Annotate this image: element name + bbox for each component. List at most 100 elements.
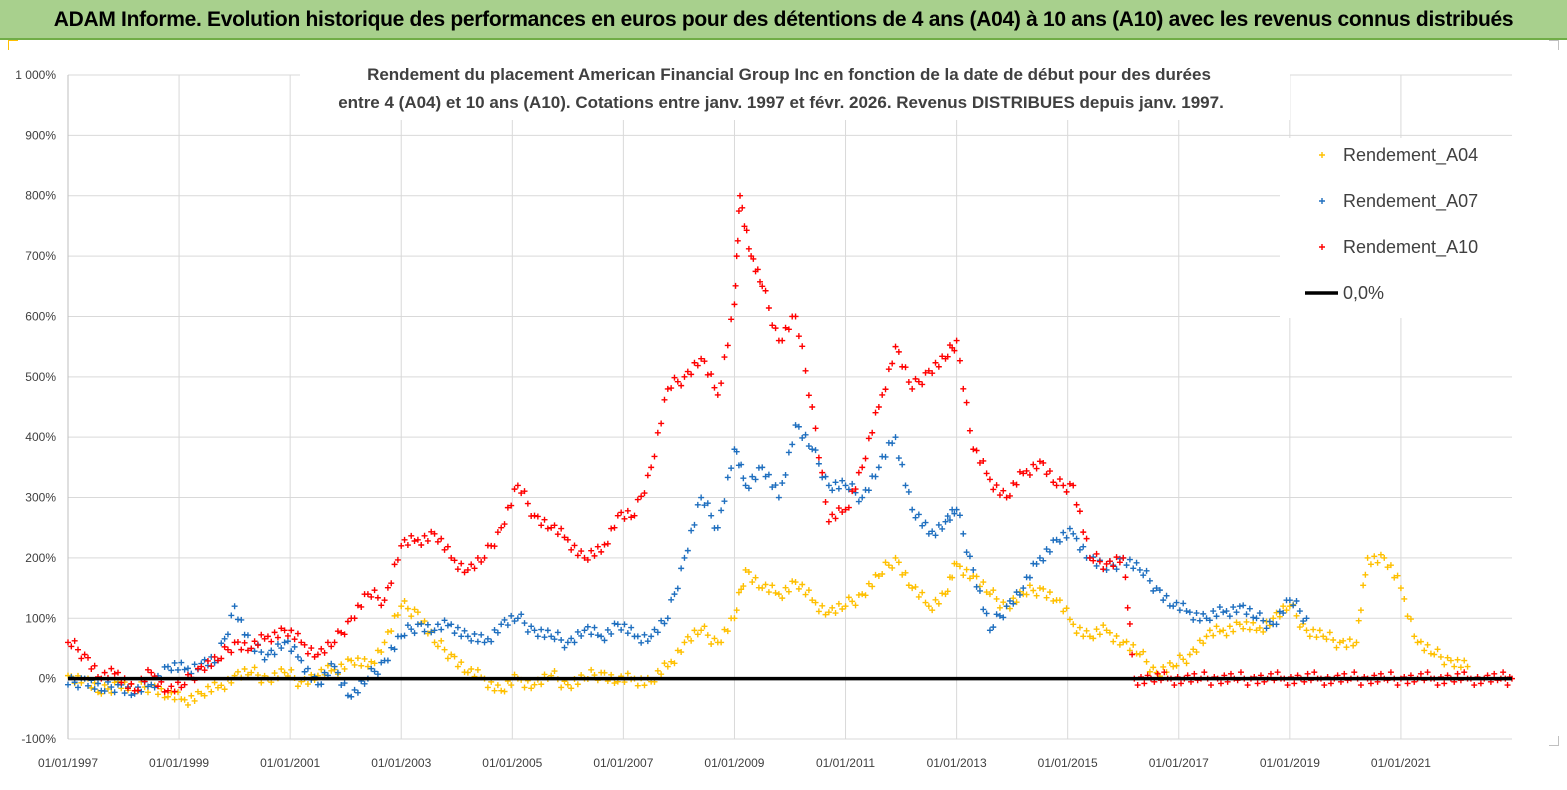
data-point	[754, 266, 761, 273]
data-point	[104, 685, 111, 692]
data-point	[1303, 627, 1310, 634]
data-point	[1180, 600, 1187, 607]
data-point	[919, 589, 926, 596]
data-point	[181, 696, 188, 703]
data-point	[511, 671, 518, 678]
data-point	[401, 598, 408, 605]
data-point	[1140, 572, 1147, 579]
data-point	[1093, 550, 1100, 557]
data-point	[78, 655, 85, 662]
data-point	[1053, 536, 1060, 543]
data-point	[1246, 626, 1253, 633]
data-point	[980, 457, 987, 464]
data-point	[164, 687, 171, 694]
data-point	[264, 651, 271, 658]
data-point	[1056, 597, 1063, 604]
data-point	[1066, 525, 1073, 532]
data-point	[331, 639, 338, 646]
data-point	[211, 659, 218, 666]
data-point	[1006, 605, 1013, 612]
data-point	[328, 667, 335, 674]
data-point	[541, 516, 548, 523]
data-point	[371, 668, 378, 675]
data-point	[1183, 608, 1190, 615]
data-point	[411, 606, 418, 613]
data-point	[378, 659, 385, 666]
data-point	[1424, 641, 1431, 648]
data-point	[691, 359, 698, 366]
data-point	[822, 473, 829, 480]
data-point	[604, 626, 611, 633]
data-point	[842, 482, 849, 489]
data-point	[431, 530, 438, 537]
data-point	[1424, 669, 1431, 676]
data-point	[1050, 597, 1057, 604]
data-point	[1093, 562, 1100, 569]
data-point	[384, 628, 391, 635]
data-point	[634, 682, 641, 689]
data-point	[1103, 560, 1110, 567]
data-point	[859, 464, 866, 471]
data-point	[769, 322, 776, 329]
data-point	[598, 548, 605, 555]
data-point	[444, 543, 451, 550]
data-point	[1173, 662, 1180, 669]
data-point	[842, 506, 849, 513]
data-point	[1500, 669, 1507, 676]
data-point	[184, 671, 191, 678]
data-point	[745, 245, 752, 252]
data-point	[1146, 668, 1153, 675]
data-point	[1090, 557, 1097, 564]
x-tick-label: 01/01/2005	[482, 756, 542, 770]
data-point	[65, 681, 71, 688]
data-point	[234, 639, 241, 646]
data-point	[1326, 629, 1333, 636]
data-point	[1177, 680, 1184, 687]
data-point	[762, 287, 769, 294]
data-point	[374, 647, 381, 654]
data-point	[795, 585, 802, 592]
data-point	[724, 474, 731, 481]
data-point	[731, 301, 738, 308]
data-point	[654, 629, 661, 636]
data-point	[374, 594, 381, 601]
data-point	[795, 333, 802, 340]
data-point	[398, 603, 405, 610]
data-point	[1200, 640, 1207, 647]
chart-title: Rendement du placement American Financia…	[300, 58, 1290, 120]
data-point	[631, 512, 638, 519]
y-tick-label: -100%	[21, 732, 56, 746]
data-point	[671, 374, 678, 381]
data-point	[384, 584, 391, 591]
data-point	[561, 644, 568, 651]
data-point	[1116, 641, 1123, 648]
data-point	[775, 494, 782, 501]
data-point	[1364, 554, 1371, 561]
data-point	[551, 522, 558, 529]
y-tick-label: 400%	[25, 430, 56, 444]
data-point	[1010, 595, 1017, 602]
data-point	[521, 684, 528, 691]
data-point	[298, 639, 305, 646]
data-point	[1016, 468, 1023, 475]
data-point	[895, 559, 902, 566]
data-point	[148, 681, 155, 688]
data-point	[658, 420, 665, 427]
data-point	[929, 607, 936, 614]
data-point	[892, 554, 899, 561]
data-point	[1355, 617, 1362, 624]
data-point	[1183, 660, 1190, 667]
data-point	[885, 562, 892, 569]
data-point	[491, 687, 498, 694]
data-point	[494, 629, 501, 636]
data-point	[164, 693, 171, 700]
data-point	[735, 589, 742, 596]
data-point	[351, 615, 358, 622]
data-point	[752, 476, 759, 483]
data-point	[852, 486, 859, 493]
data-point	[1141, 680, 1148, 687]
data-point	[478, 631, 485, 638]
data-point	[368, 665, 375, 672]
data-point	[1226, 613, 1233, 620]
data-point	[294, 653, 301, 660]
